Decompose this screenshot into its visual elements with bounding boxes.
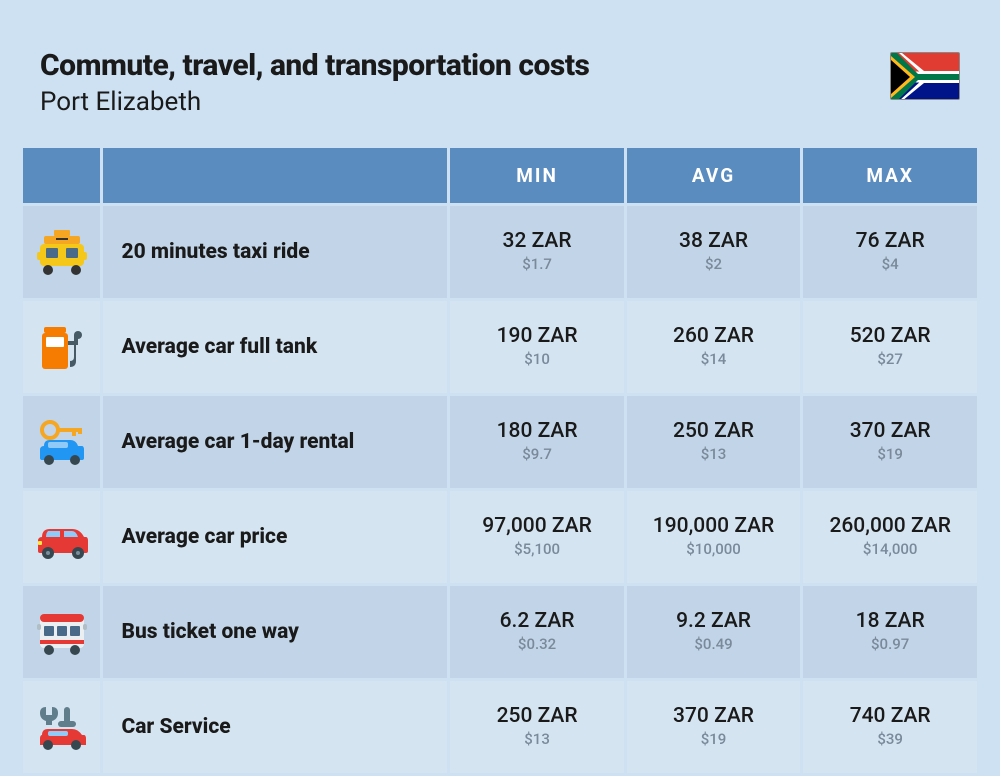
table-row: Bus ticket one way6.2 ZAR$0.329.2 ZAR$0.… xyxy=(23,586,977,678)
table-row: Car Service250 ZAR$13370 ZAR$19740 ZAR$3… xyxy=(23,681,977,773)
south-africa-flag-icon xyxy=(890,52,960,100)
value-sub: $10,000 xyxy=(627,539,801,560)
value-sub: $9.7 xyxy=(450,444,623,465)
cell-max: 76 ZAR$4 xyxy=(803,206,977,298)
value-sub: $13 xyxy=(450,729,623,750)
value-sub: $39 xyxy=(803,729,977,750)
cell-max: 370 ZAR$19 xyxy=(803,396,977,488)
row-label: Average car full tank xyxy=(103,301,447,393)
value-main: 18 ZAR xyxy=(803,609,977,634)
bus-icon xyxy=(23,586,100,678)
value-sub: $0.97 xyxy=(803,634,977,655)
value-sub: $10 xyxy=(450,349,623,370)
header-avg: AVG xyxy=(627,148,801,203)
value-sub: $2 xyxy=(627,254,801,275)
cell-avg: 190,000 ZAR$10,000 xyxy=(627,491,801,583)
cell-min: 97,000 ZAR$5,100 xyxy=(450,491,623,583)
fuel-icon xyxy=(23,301,100,393)
value-main: 9.2 ZAR xyxy=(627,609,801,634)
value-sub: $27 xyxy=(803,349,977,370)
value-main: 740 ZAR xyxy=(803,704,977,729)
cell-avg: 38 ZAR$2 xyxy=(627,206,801,298)
value-sub: $14 xyxy=(627,349,801,370)
table-row: Average car 1-day rental180 ZAR$9.7250 Z… xyxy=(23,396,977,488)
cell-max: 520 ZAR$27 xyxy=(803,301,977,393)
value-main: 190,000 ZAR xyxy=(627,514,801,539)
table-row: Average car full tank190 ZAR$10260 ZAR$1… xyxy=(23,301,977,393)
page-title: Commute, travel, and transportation cost… xyxy=(40,48,589,83)
header-blank-label xyxy=(103,148,447,203)
value-main: 32 ZAR xyxy=(450,229,623,254)
cell-min: 32 ZAR$1.7 xyxy=(450,206,623,298)
value-main: 6.2 ZAR xyxy=(450,609,623,634)
cell-max: 18 ZAR$0.97 xyxy=(803,586,977,678)
value-main: 38 ZAR xyxy=(627,229,801,254)
row-label: Average car 1-day rental xyxy=(103,396,447,488)
value-sub: $5,100 xyxy=(450,539,623,560)
row-label: Car Service xyxy=(103,681,447,773)
value-main: 370 ZAR xyxy=(803,419,977,444)
cell-max: 740 ZAR$39 xyxy=(803,681,977,773)
value-sub: $4 xyxy=(803,254,977,275)
header-text-block: Commute, travel, and transportation cost… xyxy=(40,48,589,117)
value-sub: $0.32 xyxy=(450,634,623,655)
row-label: Average car price xyxy=(103,491,447,583)
header-min: MIN xyxy=(450,148,623,203)
header-blank-icon xyxy=(23,148,100,203)
cell-avg: 370 ZAR$19 xyxy=(627,681,801,773)
value-main: 260 ZAR xyxy=(627,324,801,349)
value-main: 190 ZAR xyxy=(450,324,623,349)
table-header-row: MIN AVG MAX xyxy=(23,148,977,203)
value-main: 97,000 ZAR xyxy=(450,514,623,539)
taxi-icon xyxy=(23,206,100,298)
value-main: 520 ZAR xyxy=(803,324,977,349)
cell-min: 180 ZAR$9.7 xyxy=(450,396,623,488)
header-max: MAX xyxy=(803,148,977,203)
table-row: Average car price97,000 ZAR$5,100190,000… xyxy=(23,491,977,583)
value-sub: $19 xyxy=(627,729,801,750)
row-label: Bus ticket one way xyxy=(103,586,447,678)
row-label: 20 minutes taxi ride xyxy=(103,206,447,298)
page-subtitle: Port Elizabeth xyxy=(40,87,589,117)
cell-avg: 260 ZAR$14 xyxy=(627,301,801,393)
car-icon xyxy=(23,491,100,583)
cell-avg: 250 ZAR$13 xyxy=(627,396,801,488)
value-sub: $13 xyxy=(627,444,801,465)
cell-avg: 9.2 ZAR$0.49 xyxy=(627,586,801,678)
service-icon xyxy=(23,681,100,773)
value-sub: $19 xyxy=(803,444,977,465)
value-main: 370 ZAR xyxy=(627,704,801,729)
rental-icon xyxy=(23,396,100,488)
value-main: 260,000 ZAR xyxy=(803,514,977,539)
cell-min: 190 ZAR$10 xyxy=(450,301,623,393)
value-sub: $14,000 xyxy=(803,539,977,560)
value-main: 76 ZAR xyxy=(803,229,977,254)
cell-min: 6.2 ZAR$0.32 xyxy=(450,586,623,678)
costs-table: MIN AVG MAX 20 minutes taxi ride32 ZAR$1… xyxy=(20,145,980,776)
value-main: 250 ZAR xyxy=(627,419,801,444)
value-sub: $0.49 xyxy=(627,634,801,655)
value-main: 180 ZAR xyxy=(450,419,623,444)
value-main: 250 ZAR xyxy=(450,704,623,729)
value-sub: $1.7 xyxy=(450,254,623,275)
cell-min: 250 ZAR$13 xyxy=(450,681,623,773)
table-row: 20 minutes taxi ride32 ZAR$1.738 ZAR$276… xyxy=(23,206,977,298)
page-header: Commute, travel, and transportation cost… xyxy=(0,0,1000,145)
cell-max: 260,000 ZAR$14,000 xyxy=(803,491,977,583)
